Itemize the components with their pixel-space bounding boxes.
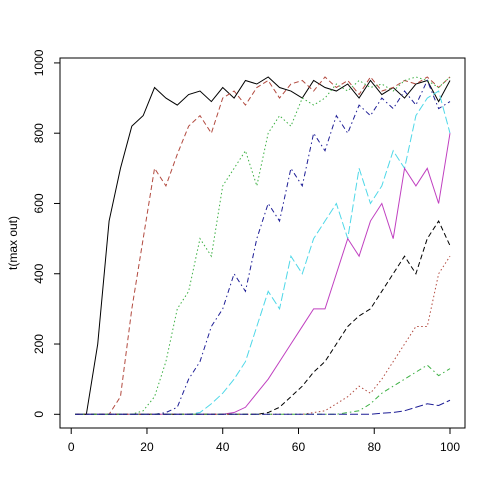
x-tick-label: 0 [68, 440, 75, 454]
series-line [75, 255, 451, 415]
series-line [75, 79, 451, 415]
y-tick-label: 600 [32, 193, 46, 213]
x-tick-label: 100 [440, 440, 460, 454]
x-tick-label: 80 [368, 440, 382, 454]
y-tick-label: 800 [32, 123, 46, 143]
series-line [75, 133, 451, 415]
series-line [75, 220, 451, 415]
series-line [75, 76, 451, 415]
y-tick-label: 0 [32, 411, 46, 418]
x-tick-label: 60 [292, 440, 306, 454]
y-tick-label: 400 [32, 263, 46, 283]
series-line [75, 90, 451, 415]
y-tick-label: 1000 [32, 49, 46, 76]
series-line [75, 76, 451, 415]
series-line [75, 364, 451, 415]
x-tick-label: 40 [216, 440, 230, 454]
y-tick-label: 200 [32, 334, 46, 354]
y-axis-title: t(max out) [6, 216, 20, 270]
plot-frame [59, 57, 466, 429]
x-tick-label: 20 [140, 440, 154, 454]
series-line [75, 399, 451, 415]
